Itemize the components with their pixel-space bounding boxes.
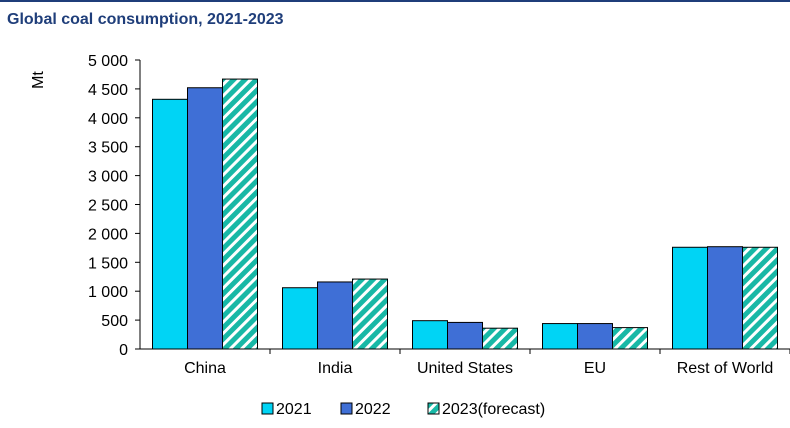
x-tick-label: Rest of World	[677, 360, 774, 377]
legend-label: 2023(forecast)	[442, 401, 545, 418]
y-tick-label: 2 500	[88, 198, 128, 215]
bar-rest-of-world-2023-forecast-	[742, 246, 778, 350]
bar-china-2023-forecast-	[222, 78, 258, 350]
x-tick-label: India	[318, 360, 353, 377]
y-ticks: 0 500 1 000 1 500 2 000 2 500 3 000 3 500 4 000 4…	[88, 53, 140, 359]
y-tick-label: 3 500	[88, 140, 128, 157]
bar-eu-2022	[577, 323, 613, 350]
x-tick-label: United States	[417, 360, 513, 377]
legend-label: 2021	[276, 401, 312, 418]
x-tick-label: EU	[584, 360, 606, 377]
legend-swatch	[340, 402, 353, 415]
y-tick-label: 4 000	[88, 111, 128, 128]
y-tick-label: 1 500	[88, 255, 128, 272]
y-tick-label: 4 500	[88, 82, 128, 99]
legend-swatch	[427, 402, 440, 415]
bar-eu-2023-forecast-	[612, 327, 648, 350]
y-tick-label: 1 000	[88, 284, 128, 301]
bar-rest-of-world-2021	[672, 246, 708, 350]
y-axis-label: Mt	[30, 71, 47, 89]
legend-label: 2022	[355, 401, 391, 418]
legend: 2021 2022 2023(forecast)	[261, 401, 545, 418]
x-ticks: China India United States EU Rest of World	[184, 360, 773, 377]
bar-india-2023-forecast-	[352, 278, 388, 350]
bar-united-states-2023-forecast-	[482, 327, 518, 350]
bar-china-2021	[152, 98, 188, 350]
header-rule	[0, 0, 790, 2]
y-tick-label: 2 000	[88, 226, 128, 243]
bar-india-2021	[282, 287, 318, 350]
chart-title: Global coal consumption, 2021-2023	[7, 11, 284, 28]
y-tick-label: 3 000	[88, 169, 128, 186]
y-tick-label: 0	[119, 342, 128, 359]
bar-eu-2021	[542, 323, 578, 350]
x-tick-label: China	[184, 360, 226, 377]
bar-india-2022	[317, 281, 353, 350]
y-tick-label: 5 000	[88, 53, 128, 70]
bar-united-states-2022	[447, 321, 483, 350]
bar-united-states-2021	[412, 320, 448, 350]
bar-rest-of-world-2022	[707, 246, 743, 350]
bar-china-2022	[187, 87, 223, 350]
y-tick-label: 500	[101, 313, 128, 330]
legend-swatch	[261, 402, 274, 415]
bars	[152, 78, 790, 354]
